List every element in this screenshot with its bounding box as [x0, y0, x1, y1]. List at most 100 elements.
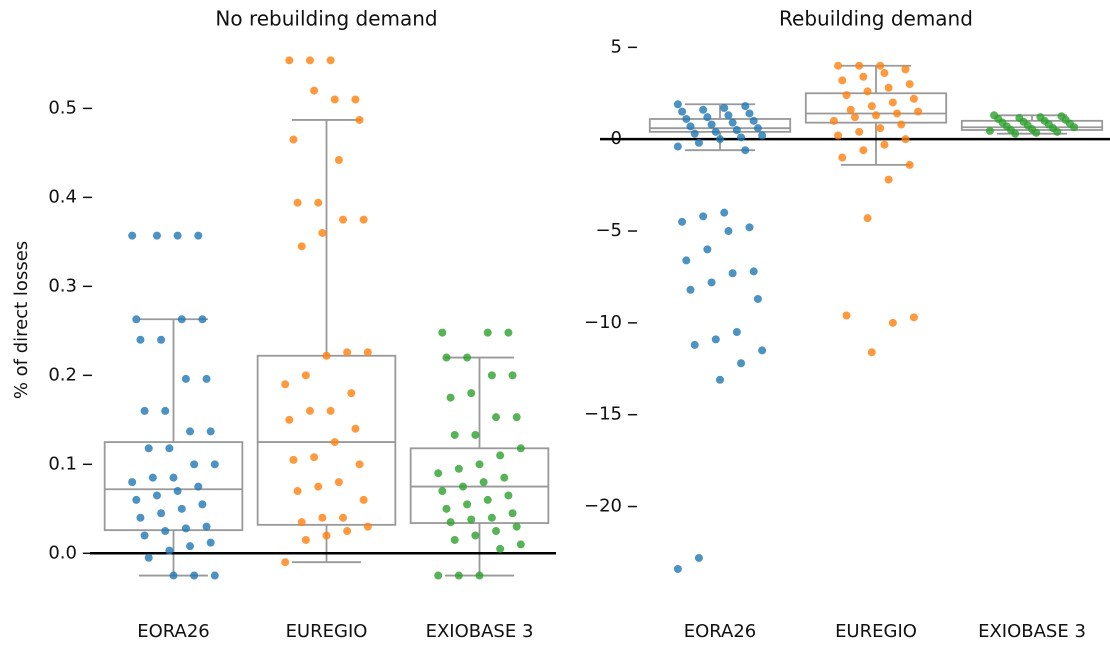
- point: [161, 406, 170, 415]
- point: [359, 215, 368, 224]
- point: [728, 118, 737, 127]
- point: [859, 146, 868, 155]
- box: [804, 92, 948, 124]
- point: [322, 351, 331, 360]
- point: [1053, 127, 1062, 136]
- point: [690, 340, 699, 349]
- point: [745, 223, 754, 232]
- point: [508, 509, 517, 518]
- point: [128, 478, 137, 487]
- point: [876, 61, 885, 70]
- point: [673, 100, 682, 109]
- point: [732, 328, 741, 337]
- point: [901, 135, 910, 144]
- point: [181, 374, 190, 383]
- point: [148, 473, 157, 482]
- point: [285, 56, 294, 65]
- point: [454, 571, 463, 580]
- x-tick-label: EXIOBASE 3: [426, 621, 534, 642]
- point: [301, 535, 310, 544]
- point: [152, 231, 161, 240]
- point: [128, 231, 137, 240]
- point: [728, 269, 737, 278]
- point: [198, 500, 207, 509]
- point: [177, 315, 186, 324]
- point: [454, 464, 463, 473]
- box: [648, 118, 792, 133]
- point: [339, 215, 348, 224]
- x-tick-label: EUREGIO: [286, 621, 368, 642]
- point: [144, 553, 153, 562]
- point: [351, 424, 360, 433]
- point: [330, 95, 339, 104]
- point: [707, 278, 716, 287]
- point: [206, 538, 215, 547]
- point: [339, 513, 348, 522]
- point: [487, 513, 496, 522]
- point: [737, 133, 746, 142]
- point: [161, 527, 170, 536]
- point: [326, 406, 335, 415]
- point: [859, 72, 868, 81]
- point: [347, 389, 356, 398]
- point: [351, 95, 360, 104]
- point: [504, 491, 513, 500]
- point: [483, 328, 492, 337]
- point: [297, 242, 306, 251]
- point: [293, 198, 302, 207]
- point: [467, 389, 476, 398]
- point: [720, 208, 729, 217]
- y-tick-label: −5: [595, 220, 622, 241]
- point: [711, 127, 720, 136]
- point: [909, 94, 918, 103]
- point: [707, 120, 716, 129]
- point: [305, 406, 314, 415]
- point: [359, 495, 368, 504]
- point: [512, 522, 521, 531]
- point: [140, 406, 149, 415]
- chart-title: Rebuilding demand: [779, 7, 973, 31]
- point: [310, 453, 319, 462]
- point: [985, 126, 994, 135]
- x-tick-label: EORA26: [684, 621, 757, 642]
- y-tick-label: 5: [611, 36, 622, 57]
- point: [140, 531, 149, 540]
- point: [475, 460, 484, 469]
- point: [343, 527, 352, 536]
- point: [322, 531, 331, 540]
- point: [508, 371, 517, 380]
- point: [169, 571, 178, 580]
- point: [210, 571, 219, 580]
- point: [438, 487, 447, 496]
- point: [872, 111, 880, 120]
- point: [355, 115, 364, 124]
- x-tick-label: EXIOBASE 3: [978, 621, 1086, 642]
- y-tick-label: −20: [584, 496, 622, 517]
- point: [741, 102, 750, 111]
- point: [753, 294, 762, 303]
- point: [699, 105, 708, 114]
- point: [914, 107, 923, 116]
- y-tick-label: 0.2: [48, 364, 77, 385]
- point: [749, 116, 758, 125]
- point: [745, 109, 754, 118]
- point: [901, 65, 910, 74]
- box: [256, 354, 397, 526]
- point: [504, 328, 513, 337]
- point: [512, 413, 521, 422]
- point: [909, 313, 918, 322]
- point: [458, 482, 467, 491]
- point: [884, 175, 893, 184]
- point: [136, 513, 145, 522]
- point: [850, 113, 859, 122]
- point: [834, 131, 843, 140]
- point: [446, 393, 455, 402]
- point: [301, 371, 310, 380]
- point: [838, 76, 847, 85]
- point: [846, 105, 855, 114]
- y-tick-label: 0.0: [48, 542, 77, 563]
- point: [314, 198, 323, 207]
- point: [867, 102, 876, 111]
- point: [678, 217, 687, 226]
- point: [326, 56, 335, 65]
